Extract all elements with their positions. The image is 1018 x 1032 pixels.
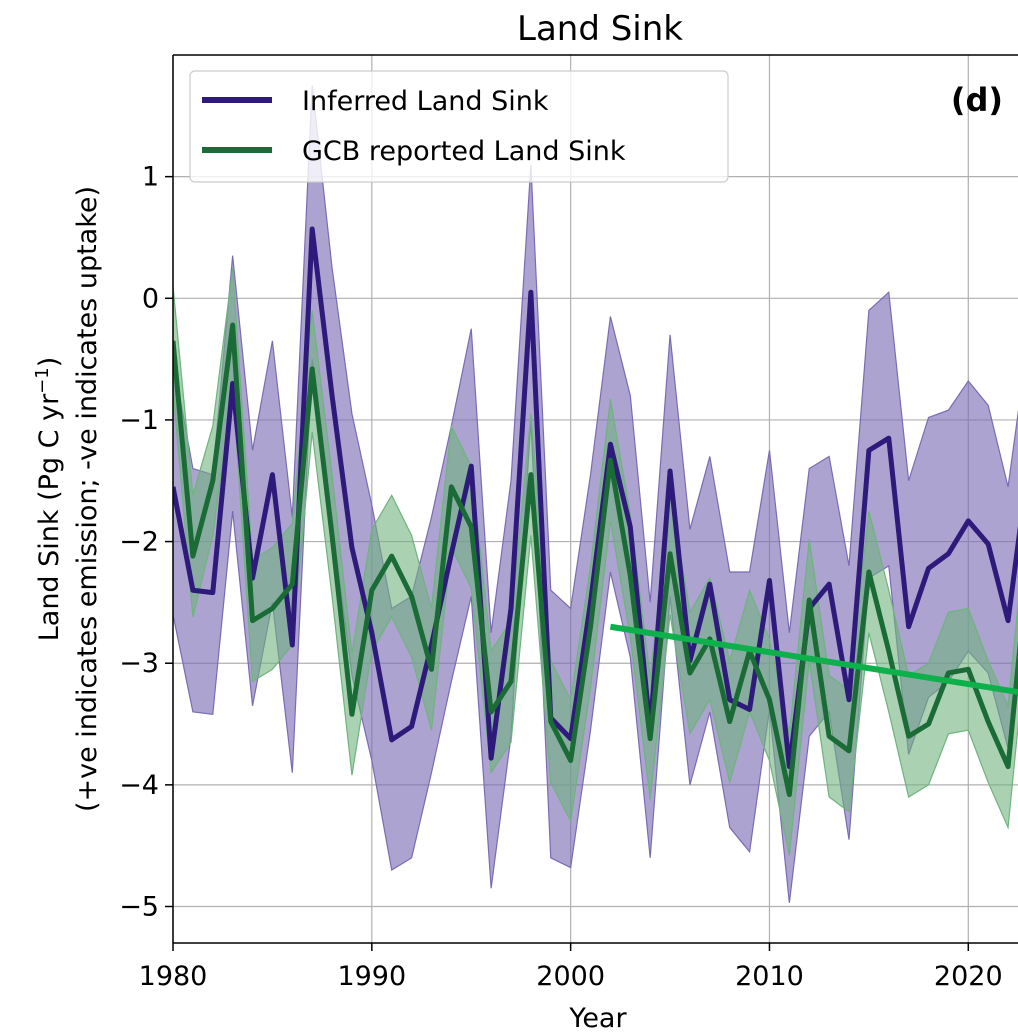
y-tick-label-0: 1 (142, 162, 159, 193)
x-tick-label-1990: 1990 (337, 961, 406, 992)
x-ticks: 1980 1990 2000 2010 2020 (139, 943, 1003, 992)
x-tick-label-1980: 1980 (139, 961, 208, 992)
y-tick-label-5: −4 (119, 770, 159, 801)
y-tick-label-4: −3 (119, 648, 159, 679)
line-series-1 (173, 322, 1018, 798)
x-axis-label: Year (568, 1003, 627, 1032)
y-axis-label: Land Sink (Pg C yr−1) (32, 357, 65, 642)
y-axis-label-secondary: (+ve indicates emission; -ve indicates u… (72, 186, 103, 812)
trend-group (609, 623, 1018, 696)
x-tick-label-2000: 2000 (536, 961, 605, 992)
y-axis-label-close: ) (34, 357, 65, 368)
trend-line (609, 623, 1018, 696)
legend-label-gcb: GCB reported Land Sink (302, 136, 626, 167)
legend-box (189, 70, 729, 183)
axes (172, 54, 1018, 944)
y-tick-label-2: −1 (119, 405, 159, 436)
y-tick-label-6: −5 (119, 892, 159, 923)
series-lines (173, 226, 1018, 798)
panel-label: (d) (951, 81, 1003, 119)
y-axis-label-main: Land Sink (Pg C yr (34, 393, 65, 641)
y-axis-label-superscript: −1 (32, 367, 53, 394)
y-tick-label-3: −2 (119, 527, 159, 558)
chart-title: Land Sink (517, 9, 683, 49)
y-ticks: 1 0 −1 −2 −3 −4 −5 (119, 162, 173, 923)
y-tick-label-1: 0 (142, 283, 159, 314)
legend: Inferred Land Sink GCB reported Land Sin… (189, 70, 729, 183)
legend-label-inferred: Inferred Land Sink (302, 86, 549, 117)
x-tick-label-2010: 2010 (735, 961, 804, 992)
x-tick-label-2020: 2020 (934, 961, 1003, 992)
